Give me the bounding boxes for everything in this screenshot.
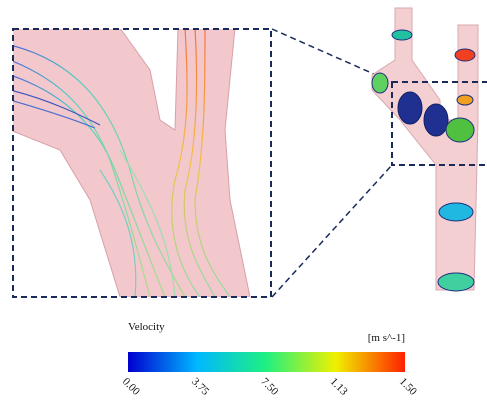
colorbar-tick-label: 7.50 <box>258 376 280 398</box>
colorbar-tick-label: 1.13 <box>328 376 350 398</box>
colorbar-unit: [m s^-1] <box>368 332 405 344</box>
figure: Velocity [m s^-1] 0.00 3.75 7.50 1.13 1.50 <box>0 0 487 412</box>
colorbar-tick-label: 3.75 <box>189 376 211 398</box>
colorbar-tick-label: 1.50 <box>397 376 419 398</box>
connector <box>272 165 392 297</box>
colorbar <box>128 352 405 372</box>
colorbar-title: Velocity <box>128 321 165 333</box>
vessel-model <box>372 8 478 291</box>
colorbar-ticks: 0.00 3.75 7.50 1.13 1.50 <box>120 376 419 398</box>
colorbar-tick-label: 0.00 <box>120 376 142 398</box>
zoom-view <box>10 28 250 297</box>
